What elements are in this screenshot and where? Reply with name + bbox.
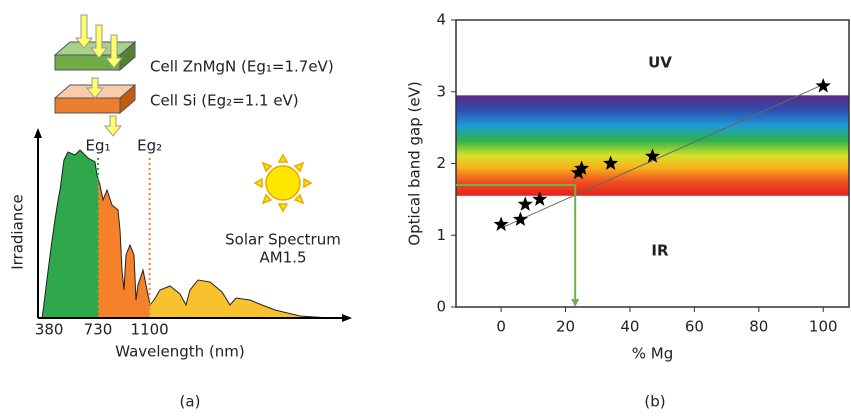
x-tick-label: 0 xyxy=(496,318,506,336)
guide-line xyxy=(456,184,577,301)
data-point xyxy=(644,148,661,163)
x-tick-label: 20 xyxy=(556,318,575,336)
x-axis-title: % Mg xyxy=(632,345,673,363)
cell-label: Cell Si (Eg₂=1.1 eV) xyxy=(150,92,299,110)
annotation-ir: IR xyxy=(651,242,669,260)
x-tick-label: 380 xyxy=(35,321,64,339)
cell-label: Cell ZnMgN (Eg₁=1.7eV) xyxy=(150,58,334,76)
data-point xyxy=(493,216,509,231)
annotation: Solar Spectrum xyxy=(225,231,341,249)
annotation-uv: UV xyxy=(648,54,672,72)
data-point xyxy=(512,211,529,226)
sun xyxy=(253,153,313,213)
fit-line xyxy=(500,84,824,229)
panel-label: (a) xyxy=(180,393,201,411)
y-tick-label: 0 xyxy=(436,298,446,316)
x-tick-label: 80 xyxy=(749,318,768,336)
spectrum-band xyxy=(456,95,849,196)
y-tick-label: 3 xyxy=(436,82,446,100)
x-arrow xyxy=(342,314,352,322)
guide-arrow xyxy=(571,299,580,307)
spectrum-region xyxy=(149,150,330,318)
data-point xyxy=(603,155,619,170)
y-tick-label: 1 xyxy=(436,226,446,244)
x-tick-label: 100 xyxy=(809,318,838,336)
x-tick-label: 60 xyxy=(685,318,704,336)
data-point xyxy=(574,160,590,175)
y-tick-label: 2 xyxy=(436,154,446,172)
cell-illustration xyxy=(53,14,137,137)
gap-label: Eg₂ xyxy=(137,137,162,155)
data-point xyxy=(532,191,548,206)
annotation: AM1.5 xyxy=(259,249,306,267)
data-point xyxy=(815,78,831,93)
data-point xyxy=(517,196,533,211)
y-axis-title: Irradiance xyxy=(9,194,27,270)
y-tick-label: 4 xyxy=(436,11,446,29)
y-axis-title: Optical band gap (eV) xyxy=(406,81,424,245)
panel-label: (b) xyxy=(644,393,665,411)
x-axis-title: Wavelength (nm) xyxy=(115,343,245,361)
x-tick-label: 40 xyxy=(620,318,639,336)
y-arrow xyxy=(34,128,42,138)
spectrum-region xyxy=(98,150,150,318)
x-tick-label: 1100 xyxy=(131,321,169,339)
gap-label: Eg₁ xyxy=(85,137,110,155)
x-tick-label: 730 xyxy=(84,321,113,339)
